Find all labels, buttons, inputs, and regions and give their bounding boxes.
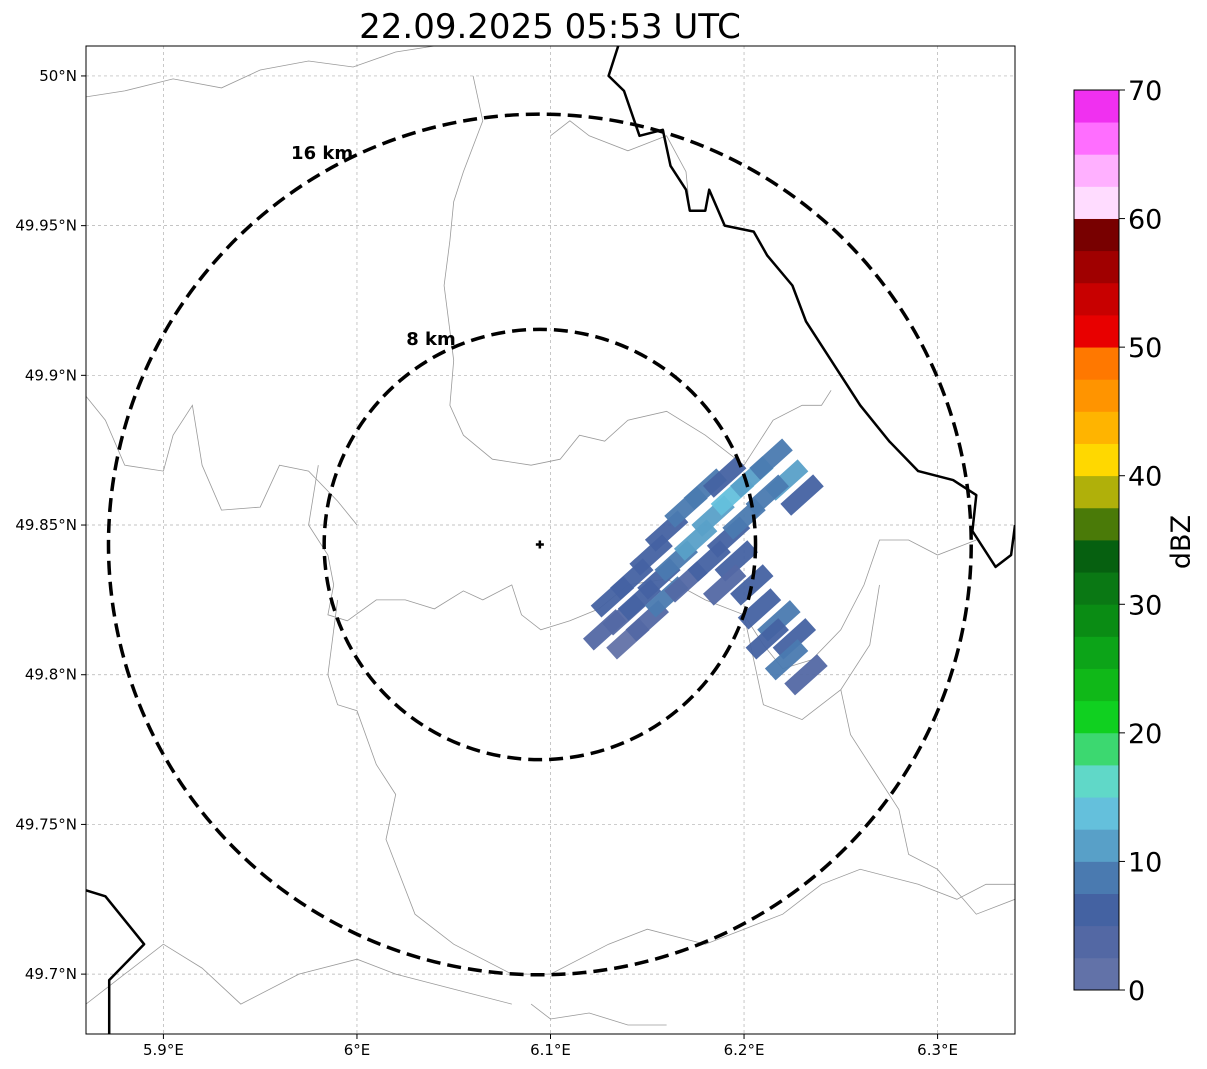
lat-tick-label: 49.9°N <box>25 366 77 384</box>
admin-boundary-line <box>86 396 358 526</box>
latitude-ticks: 50°N 49.95°N 49.9°N 49.85°N 49.8°N 49.75°N 49.… <box>15 67 86 983</box>
colorbar: 0 10 20 30 40 50 60 70 dBZ <box>1073 76 1197 1007</box>
admin-boundary-line <box>743 584 880 721</box>
lat-tick-label: 49.85°N <box>15 516 77 534</box>
admin-boundary-line <box>443 75 832 466</box>
colorbar-bin <box>1074 282 1119 316</box>
echo-cell <box>749 438 793 480</box>
longitude-ticks: 5.9°E 6°E 6.1°E 6.2°E 6.3°E <box>143 1034 958 1059</box>
lat-tick-label: 49.75°N <box>15 815 77 833</box>
range-ring-label: 8 km <box>406 329 456 350</box>
colorbar-tick-label: 20 <box>1128 719 1162 750</box>
echo-cell <box>780 474 824 516</box>
colorbar-bin <box>1074 315 1119 348</box>
admin-boundary-line <box>86 943 512 1005</box>
colorbar-bin <box>1074 893 1119 927</box>
lon-tick-label: 5.9°E <box>143 1041 184 1059</box>
echo-cell <box>745 618 789 660</box>
colorbar-ticks: 0 10 20 30 40 50 60 70 <box>1119 76 1162 1007</box>
colorbar-tick-label: 50 <box>1128 333 1162 364</box>
colorbar-bin <box>1074 636 1119 669</box>
colorbar-bin <box>1074 668 1119 702</box>
admin-boundary-line <box>308 465 977 670</box>
range-rings <box>106 112 973 977</box>
lon-tick-label: 6.2°E <box>724 1041 765 1059</box>
lat-tick-label: 49.8°N <box>25 666 77 684</box>
colorbar-bin <box>1074 347 1119 380</box>
admin-boundary-line <box>840 689 1015 915</box>
colorbar-bin <box>1074 732 1119 766</box>
lat-tick-label: 49.7°N <box>25 965 77 983</box>
colorbar-bin <box>1074 861 1119 894</box>
echo-cell <box>703 456 747 498</box>
plot-title: 22.09.2025 05:53 UTC <box>359 7 741 47</box>
colorbar-bin <box>1074 90 1119 123</box>
colorbar-bin <box>1074 122 1119 155</box>
admin-boundary-line <box>327 599 1015 975</box>
colorbar-tick-label: 40 <box>1128 462 1162 493</box>
lon-tick-label: 6.3°E <box>917 1041 958 1059</box>
colorbar-bin <box>1074 186 1119 219</box>
range-ring-labels: 16 km 8 km <box>291 143 456 350</box>
radar-echoes <box>583 438 828 696</box>
colorbar-bin <box>1074 411 1119 444</box>
echo-cell <box>745 474 789 516</box>
admin-boundary-line <box>86 46 435 98</box>
colorbar-bin <box>1074 957 1119 991</box>
colorbar-tick-label: 70 <box>1128 76 1162 107</box>
country-borders <box>86 46 1015 1034</box>
colorbar-bin <box>1074 379 1119 412</box>
colorbar-tick-label: 0 <box>1128 976 1145 1007</box>
admin-boundary-line <box>530 1003 667 1026</box>
colorbar-bin <box>1074 604 1119 637</box>
colorbar-bin <box>1074 797 1119 830</box>
colorbar-bin <box>1074 475 1119 509</box>
colorbar-bin <box>1074 700 1119 734</box>
graticule <box>86 46 1015 1034</box>
colorbar-bin <box>1074 540 1119 573</box>
range-ring-label: 16 km <box>291 143 353 164</box>
country-border-line <box>607 46 1015 569</box>
colorbar-bin <box>1074 829 1119 862</box>
range-ring <box>106 112 973 977</box>
echo-cell <box>730 564 774 606</box>
colorbar-tick-label: 30 <box>1128 590 1162 621</box>
colorbar-bin <box>1074 443 1119 477</box>
colorbar-bin <box>1074 507 1119 541</box>
lat-tick-label: 50°N <box>39 67 77 85</box>
lon-tick-label: 6.1°E <box>530 1041 571 1059</box>
colorbar-frame <box>1073 89 1120 991</box>
colorbar-label: dBZ <box>1166 515 1197 569</box>
colorbar-bin <box>1074 925 1119 959</box>
colorbar-tick-label: 10 <box>1128 847 1162 878</box>
echo-cell <box>714 540 758 582</box>
radar-site-marker <box>535 540 544 549</box>
colorbar-bin <box>1074 572 1119 605</box>
country-border-line <box>86 889 146 1034</box>
echo-cell <box>772 618 817 660</box>
radar-site-cross <box>535 540 544 549</box>
colorbar-bin <box>1074 765 1119 798</box>
colorbar-tick-label: 60 <box>1128 205 1162 236</box>
echo-cell <box>764 639 809 681</box>
range-ring <box>322 327 758 762</box>
echo-cell <box>737 588 782 630</box>
colorbar-bin <box>1074 218 1119 252</box>
lon-tick-label: 6°E <box>344 1041 371 1059</box>
echo-cell <box>702 564 747 606</box>
colorbar-bins <box>1074 90 1119 991</box>
map-panel: 16 km 8 km 5.9°E 6°E 6.1°E 6.2°E 6.3°E 50°N 49… <box>15 45 1016 1059</box>
lat-tick-label: 49.95°N <box>15 217 77 235</box>
colorbar-bin <box>1074 154 1119 187</box>
colorbar-bin <box>1074 250 1119 284</box>
echo-cell <box>784 654 828 696</box>
